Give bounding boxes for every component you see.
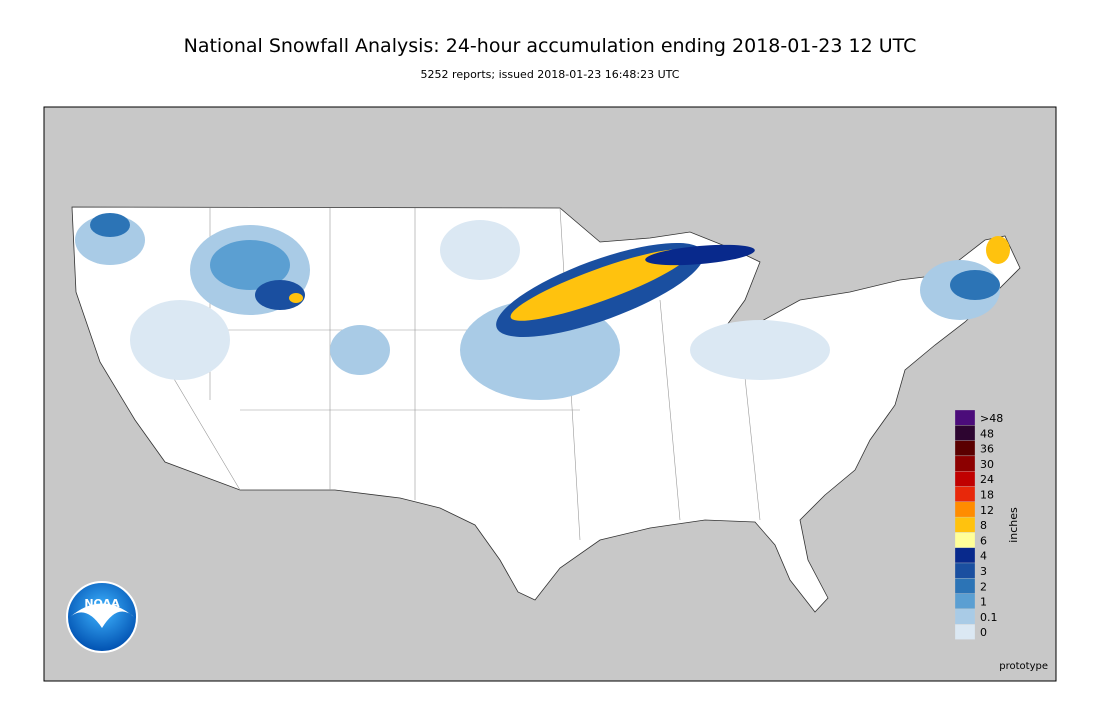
legend-swatch: [954, 409, 976, 426]
legend-swatch: [954, 532, 976, 548]
legend-label: 0.1: [980, 611, 998, 624]
legend-swatch: [954, 624, 976, 640]
legend-label: 30: [980, 458, 994, 471]
legend-swatch: [954, 593, 976, 610]
legend-label: 2: [980, 580, 987, 593]
legend-label: 4: [980, 550, 987, 563]
legend-swatch: [954, 562, 976, 579]
legend-label: 0: [980, 626, 987, 639]
legend-label: 48: [980, 427, 994, 440]
legend-swatch: [954, 440, 976, 457]
legend-label: 3: [980, 565, 987, 578]
legend-label: 6: [980, 534, 987, 547]
legend-label: 12: [980, 504, 994, 517]
legend-label: >48: [980, 412, 1003, 425]
legend-swatch: [954, 516, 976, 533]
subtitle: 5252 reports; issued 2018-01-23 16:48:23…: [421, 68, 680, 81]
title: National Snowfall Analysis: 24-hour accu…: [184, 35, 917, 57]
legend-label: 36: [980, 443, 994, 456]
noaa-bird: [70, 603, 134, 628]
legend-swatch: [954, 486, 976, 502]
legend: >48 48 36 30 24 18 12 8 6 4 3 2 1 0.1 0: [954, 409, 1003, 640]
legend-swatch: [954, 471, 976, 487]
legend-swatch: [954, 501, 976, 518]
legend-label: 24: [980, 473, 994, 486]
legend-swatch: [954, 578, 976, 594]
legend-swatch: [954, 455, 976, 472]
snow-areas: [75, 213, 1010, 400]
legend-swatch: [954, 547, 976, 564]
legend-label: 1: [980, 596, 987, 609]
legend-title: inches: [1007, 507, 1020, 543]
footnote: prototype: [999, 661, 1048, 672]
legend-swatch: [954, 608, 976, 625]
logo-text: NOAA: [84, 597, 120, 610]
legend-label: 8: [980, 519, 987, 532]
legend-swatch: [954, 425, 976, 441]
legend-label: 18: [980, 489, 994, 502]
